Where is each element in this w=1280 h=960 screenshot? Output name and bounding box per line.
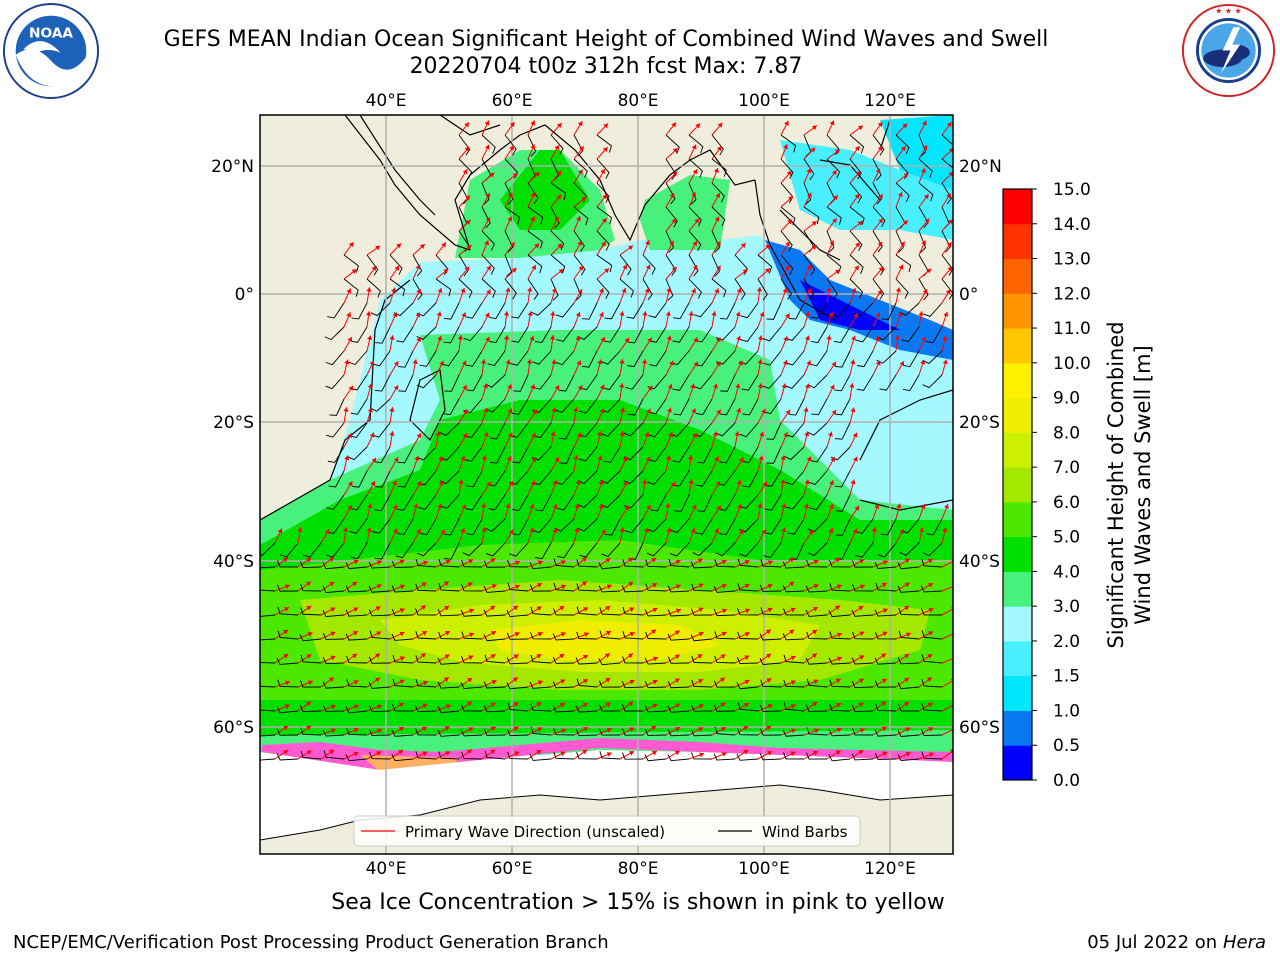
- colorbar-tick-label: 5.0: [1053, 528, 1080, 548]
- plot-frame: [259, 114, 954, 855]
- colorbar-segment: [1003, 501, 1032, 538]
- lat-label: 60°S: [213, 718, 254, 738]
- lat-label: 20°N: [211, 157, 254, 177]
- lat-label: 0°: [235, 285, 254, 305]
- colorbar-tick-label: 14.0: [1053, 215, 1091, 235]
- svg-text:★ ★ ★: ★ ★ ★: [1215, 7, 1241, 16]
- colorbar-segment: [1003, 223, 1032, 260]
- colorbar-tick-label: 15.0: [1053, 180, 1091, 200]
- colorbar-tick-label: 4.0: [1053, 562, 1080, 582]
- colorbar-segment: [1003, 536, 1032, 572]
- colorbar-tick-label: 3.0: [1053, 597, 1080, 617]
- colorbar-segment: [1003, 362, 1032, 399]
- sea-ice-caption: Sea Ice Concentration > 15% is shown in …: [331, 890, 945, 915]
- wave-direction-legend-label: Primary Wave Direction (unscaled): [405, 823, 665, 841]
- colorbar-segment: [1003, 432, 1032, 468]
- lat-label: 20°N: [959, 157, 1002, 177]
- colorbar-tick-label: 13.0: [1053, 250, 1091, 270]
- colorbar-segment: [1003, 467, 1032, 503]
- colorbar-frame: [1002, 188, 1033, 781]
- colorbar-label-line1: Significant Height of Combined: [1104, 321, 1128, 648]
- lat-label: 20°S: [213, 413, 254, 433]
- colorbar-segment: [1003, 640, 1032, 677]
- wind-barbs-legend-label: Wind Barbs: [762, 823, 848, 841]
- colorbar-tick-label: 0.5: [1053, 736, 1080, 756]
- lat-label: 60°S: [959, 718, 1000, 738]
- colorbar-segment: [1003, 397, 1032, 433]
- colorbar-segment: [1003, 293, 1032, 329]
- lon-label: 100°E: [738, 91, 790, 111]
- footer-date: 05 Jul 2022 on Hera: [1087, 932, 1266, 953]
- lon-label: 80°E: [618, 91, 659, 111]
- colorbar-tick-label: 12.0: [1053, 284, 1091, 304]
- lat-label: 40°S: [213, 552, 254, 572]
- colorbar-tick-label: 8.0: [1053, 423, 1080, 443]
- colorbar-segment: [1003, 258, 1032, 294]
- colorbar-segment: [1003, 328, 1032, 364]
- lon-label: 60°E: [492, 859, 533, 879]
- map-subtitle: 20220704 t00z 312h fcst Max: 7.87: [409, 54, 803, 79]
- lon-label: 100°E: [738, 859, 790, 879]
- colorbar-segment: [1003, 745, 1032, 781]
- colorbar-tick-label: 1.5: [1053, 667, 1080, 687]
- nws-logo: ★ ★ ★: [1181, 3, 1276, 98]
- colorbar-tick-label: 2.0: [1053, 632, 1080, 652]
- lon-label: 40°E: [366, 859, 407, 879]
- lon-label: 60°E: [492, 91, 533, 111]
- colorbar-tick-label: 10.0: [1053, 354, 1091, 374]
- svg-text:NOAA: NOAA: [29, 25, 73, 41]
- colorbar-tick-label: 0.0: [1053, 771, 1080, 791]
- lon-label: 120°E: [864, 859, 916, 879]
- lat-label: 20°S: [959, 413, 1000, 433]
- lat-labels-right: 20°N 0° 20°S 40°S 60°S: [959, 157, 1002, 738]
- lat-labels-left: 20°N 0° 20°S 40°S 60°S: [211, 157, 254, 738]
- lat-label: 40°S: [959, 552, 1000, 572]
- colorbar-segment: [1003, 675, 1032, 711]
- colorbar-tick-label: 1.0: [1053, 701, 1080, 721]
- colorbar-tick-label: 9.0: [1053, 389, 1080, 409]
- map-title: GEFS MEAN Indian Ocean Significant Heigh…: [163, 27, 1049, 52]
- lon-label: 40°E: [366, 91, 407, 111]
- colorbar-segment: [1003, 189, 1032, 225]
- lon-labels-top: 40°E 60°E 80°E 100°E 120°E: [366, 91, 916, 111]
- colorbar-tick-label: 6.0: [1053, 493, 1080, 513]
- map-legend: Primary Wave Direction (unscaled) Wind B…: [353, 815, 861, 847]
- colorbar-segment: [1003, 571, 1032, 607]
- noaa-logo: NOAA: [2, 2, 100, 100]
- footer-branch: NCEP/EMC/Verification Post Processing Pr…: [13, 932, 609, 953]
- lon-label: 80°E: [618, 859, 659, 879]
- colorbar-segment: [1003, 606, 1032, 642]
- colorbar-segment: [1003, 710, 1032, 746]
- colorbar-label-line2: Wind Waves and Swell [m]: [1131, 345, 1155, 625]
- lat-label: 0°: [959, 285, 978, 305]
- wave-direction-arrows: [260, 120, 953, 762]
- colorbar-tick-label: 7.0: [1053, 458, 1080, 478]
- lon-label: 120°E: [864, 91, 916, 111]
- lon-labels-bottom: 40°E 60°E 80°E 100°E 120°E: [366, 859, 916, 879]
- colorbar-tick-label: 11.0: [1053, 319, 1091, 339]
- colorbar: 0.0 0.5 1.0 1.5 2.0 3.0 4.0 5.0 6.0 7.0 8.0 9.0 10.0…: [1002, 180, 1091, 791]
